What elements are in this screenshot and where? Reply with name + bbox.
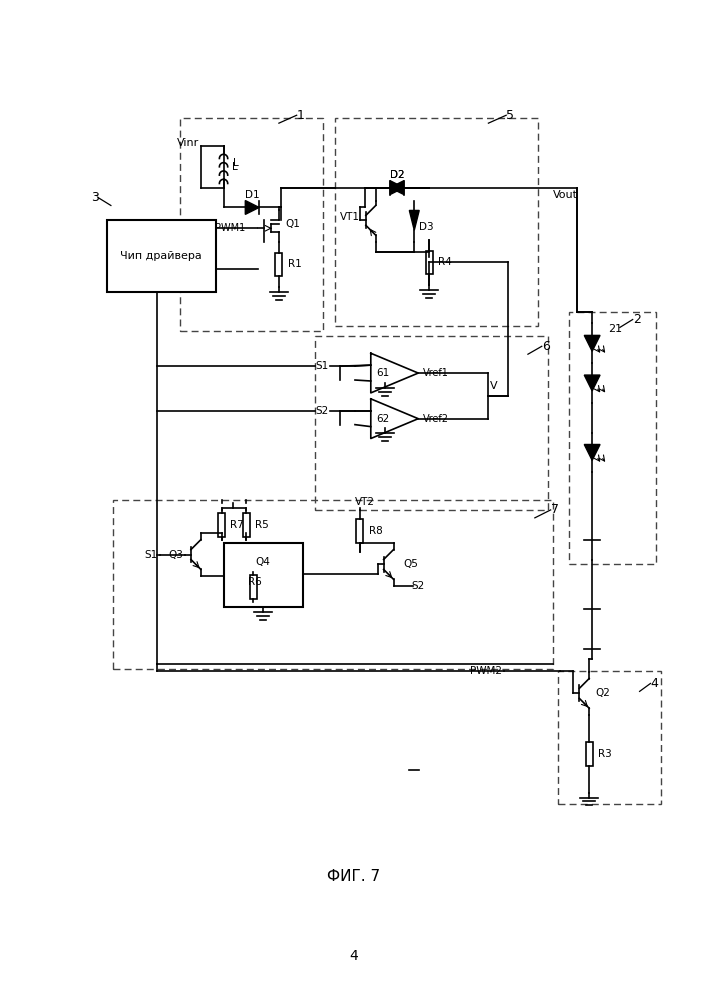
Text: L: L <box>233 158 239 168</box>
Text: 2: 2 <box>633 313 641 326</box>
Polygon shape <box>409 210 419 230</box>
Text: D1: D1 <box>245 190 259 200</box>
Bar <box>276 253 282 276</box>
Bar <box>218 513 225 537</box>
Text: Vout: Vout <box>553 190 578 200</box>
Text: 62: 62 <box>376 414 390 424</box>
Bar <box>335 118 538 326</box>
Text: 4: 4 <box>350 949 358 963</box>
Text: Q2: Q2 <box>595 688 610 698</box>
Text: S2: S2 <box>411 581 425 591</box>
Text: 5: 5 <box>506 109 514 122</box>
Text: PWM1: PWM1 <box>215 223 245 233</box>
Text: Q3: Q3 <box>168 550 183 560</box>
Text: Q5: Q5 <box>404 559 419 569</box>
Polygon shape <box>245 201 259 214</box>
Bar <box>250 575 257 599</box>
Text: 3: 3 <box>91 191 99 204</box>
Text: VT2: VT2 <box>355 497 375 507</box>
Text: 4: 4 <box>650 677 658 690</box>
Text: L: L <box>233 162 238 172</box>
Text: S2: S2 <box>315 406 328 416</box>
Text: S1: S1 <box>315 361 328 371</box>
Text: 1: 1 <box>297 109 305 122</box>
Bar <box>356 519 363 543</box>
Bar <box>223 543 303 607</box>
Text: Vref1: Vref1 <box>423 368 449 378</box>
Bar <box>569 312 656 564</box>
Polygon shape <box>390 181 404 195</box>
Text: VT1: VT1 <box>340 212 360 222</box>
Polygon shape <box>390 181 404 195</box>
Text: Vinr: Vinr <box>177 138 199 148</box>
Text: S1: S1 <box>144 550 158 560</box>
Text: R4: R4 <box>438 257 452 267</box>
Text: R3: R3 <box>598 749 612 759</box>
Text: R8: R8 <box>369 526 382 536</box>
Text: Q1: Q1 <box>286 219 300 229</box>
Bar <box>113 500 553 669</box>
Bar <box>585 742 592 766</box>
Text: 21: 21 <box>608 324 622 334</box>
Text: D2: D2 <box>390 170 404 180</box>
Text: 6: 6 <box>542 340 549 353</box>
Text: R6: R6 <box>248 577 262 587</box>
Text: D2: D2 <box>390 170 404 180</box>
Bar <box>426 251 433 274</box>
Bar <box>107 220 216 292</box>
Polygon shape <box>584 375 600 391</box>
Polygon shape <box>584 335 600 351</box>
Text: PWM2: PWM2 <box>470 666 502 676</box>
Text: 7: 7 <box>551 503 559 516</box>
Text: Чип драйвера: Чип драйвера <box>120 251 202 261</box>
Bar <box>180 118 323 331</box>
Bar <box>558 671 661 804</box>
Text: 61: 61 <box>376 368 390 378</box>
Text: Q4: Q4 <box>256 557 271 567</box>
Text: ФИГ. 7: ФИГ. 7 <box>327 869 380 884</box>
Text: R7: R7 <box>230 520 244 530</box>
Text: R5: R5 <box>255 520 269 530</box>
Text: R1: R1 <box>288 259 301 269</box>
Bar <box>315 336 548 510</box>
Bar <box>243 513 250 537</box>
Text: D3: D3 <box>419 222 434 232</box>
Text: Vref2: Vref2 <box>423 414 449 424</box>
Polygon shape <box>584 444 600 460</box>
Text: V: V <box>491 381 498 391</box>
